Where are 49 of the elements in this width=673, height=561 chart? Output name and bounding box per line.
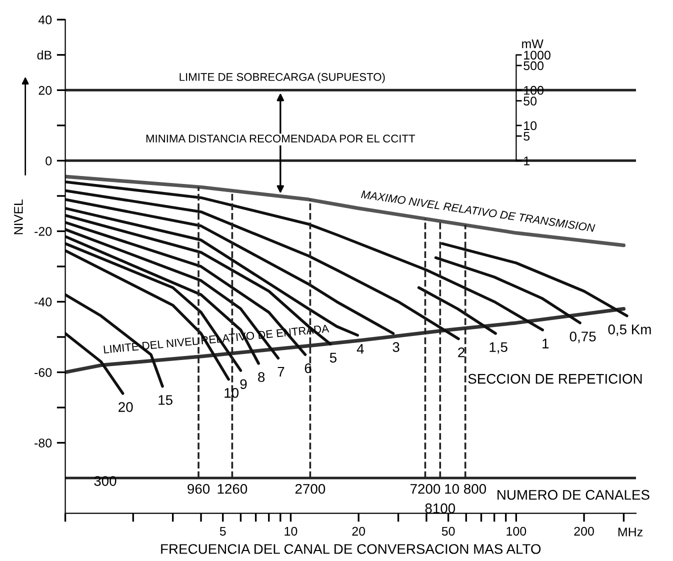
x-tick-label: 20 — [352, 526, 366, 536]
y-tick-label: 0 — [46, 156, 52, 166]
y-axis-title: NIVEL — [14, 199, 23, 234]
text: MHz — [618, 528, 642, 536]
series-label: 4 — [356, 344, 364, 354]
y-tick-label: -40 — [34, 298, 52, 306]
annotation: 8100 — [425, 503, 456, 514]
series-label: 0,75 — [570, 332, 596, 344]
annotation: 300 — [94, 476, 116, 486]
annotation: 500 — [524, 61, 544, 70]
series-label: 7 — [278, 367, 284, 377]
x-tick-label: 200 — [574, 526, 594, 536]
y-tick-label: -60 — [34, 368, 52, 377]
x-tick-label: 100 — [506, 526, 526, 536]
series-label: 9 — [240, 379, 247, 390]
annotation: 7200 — [410, 484, 440, 494]
series-label: 8 — [258, 372, 265, 382]
annotation: MINIMA DISTANCIA RECOMENDADA POR EL CCITT — [146, 134, 416, 143]
series-label: 10 — [224, 388, 239, 398]
annotation: 50 — [524, 96, 537, 106]
annotation: NUMERO DE CANALES — [498, 490, 650, 500]
y-tick-label: 40 — [38, 15, 52, 24]
series-label: 1 — [542, 338, 549, 348]
annotation: 2700 — [295, 484, 326, 494]
series-label: 15 — [158, 395, 172, 405]
annotation: 5 — [524, 132, 530, 141]
x-tick-label: 5 — [220, 526, 226, 536]
annotation: 10 — [524, 121, 537, 130]
x-tick-label: 10 — [284, 526, 298, 536]
y-tick-label: -80 — [34, 438, 52, 448]
annotation: 1000 — [524, 50, 550, 60]
text: LIMITE DEL NIVEL RELATIVO DE ENTRADA — [104, 324, 330, 354]
y-tick-label: 20 — [38, 86, 52, 95]
series-label: 3 — [392, 342, 400, 352]
x-tick-label: 50 — [442, 526, 455, 536]
y-tick-label: -20 — [34, 227, 52, 236]
annotation: SECCION DE REPETICION — [468, 374, 642, 384]
annotation: 960 — [188, 484, 210, 494]
text: mW — [522, 40, 544, 48]
ref-line-label: LIMITE DE SOBRECARGA (SUPUESTO) — [180, 72, 385, 84]
series-label: 2 — [458, 347, 464, 358]
series-label: 0,5 Km — [608, 324, 651, 336]
annotation: 10 800 — [445, 484, 486, 494]
series-label: 5 — [330, 352, 336, 363]
series-label: 1,5 — [490, 342, 508, 354]
y-tick-label: dB — [37, 50, 52, 60]
series-label: 20 — [118, 402, 133, 412]
x-axis-title: FRECUENCIA DEL CANAL DE CONVERSACION MAS ALTO — [161, 544, 541, 554]
annotation: 1260 — [218, 484, 248, 494]
